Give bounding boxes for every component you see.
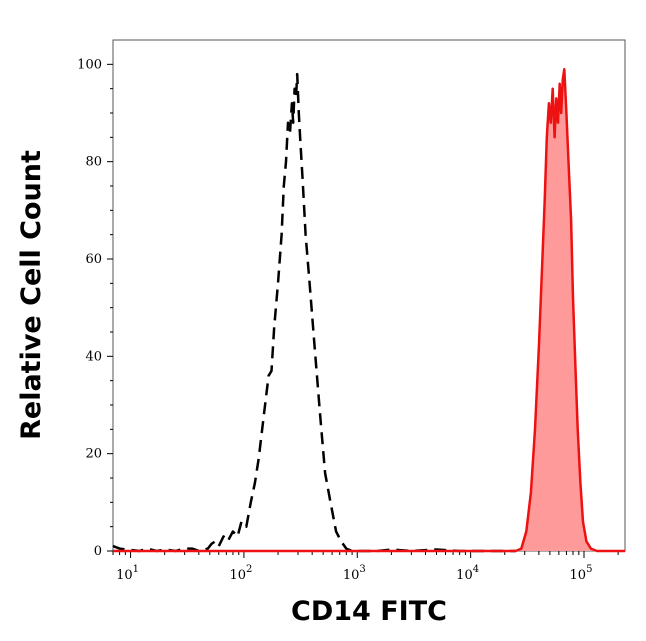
series-1-area — [113, 69, 625, 551]
x-tick-label: 105 — [570, 564, 593, 583]
series-1-line — [113, 67, 625, 553]
y-axis-ticks: 0 20 40 60 80 100 — [77, 57, 113, 559]
x-tick-label: 101 — [116, 564, 139, 583]
x-tick-label: 104 — [456, 564, 479, 583]
y-tick-label: 80 — [85, 155, 102, 170]
x-axis-title: CD14 FITC — [291, 596, 447, 627]
series-layer — [112, 67, 625, 553]
y-tick-label: 40 — [85, 349, 102, 364]
y-tick-label: 0 — [94, 544, 102, 559]
y-tick-label: 60 — [85, 252, 102, 267]
y-tick-label: 20 — [85, 447, 102, 462]
y-tick-label: 100 — [77, 57, 102, 72]
series-0-line — [112, 72, 516, 553]
x-axis-ticks: 101 102 103 104 105 — [112, 551, 619, 583]
y-axis-title: Relative Cell Count — [16, 150, 47, 440]
x-tick-label: 102 — [229, 564, 252, 583]
x-tick-label: 103 — [343, 564, 366, 583]
